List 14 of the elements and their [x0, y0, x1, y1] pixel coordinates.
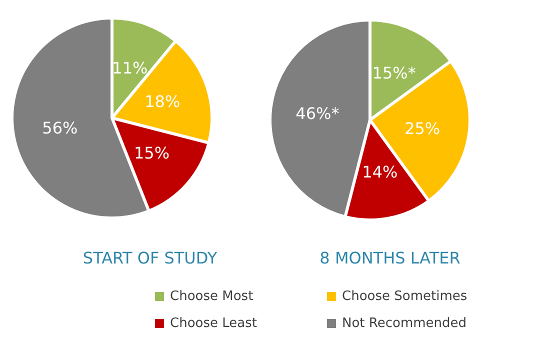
data-label: 11%	[112, 58, 148, 78]
slice-label: 8 MONTHS LATER	[320, 248, 460, 268]
data-label: 25%	[404, 118, 440, 138]
slice-label: START OF STUDY	[82, 248, 218, 268]
data-label: 56%	[42, 118, 78, 138]
legend-label: Choose Least	[170, 316, 257, 331]
data-label: 46%*	[296, 104, 340, 123]
legend-label: Choose Most	[170, 289, 254, 304]
data-label: 15%	[134, 144, 170, 163]
data-label: 14%	[362, 162, 398, 182]
data-label: 18%	[144, 92, 180, 112]
legend-label: Not Recommended	[342, 316, 467, 331]
data-label: 15%*	[372, 63, 416, 82]
legend-label: Choose Sometimes	[342, 289, 468, 304]
